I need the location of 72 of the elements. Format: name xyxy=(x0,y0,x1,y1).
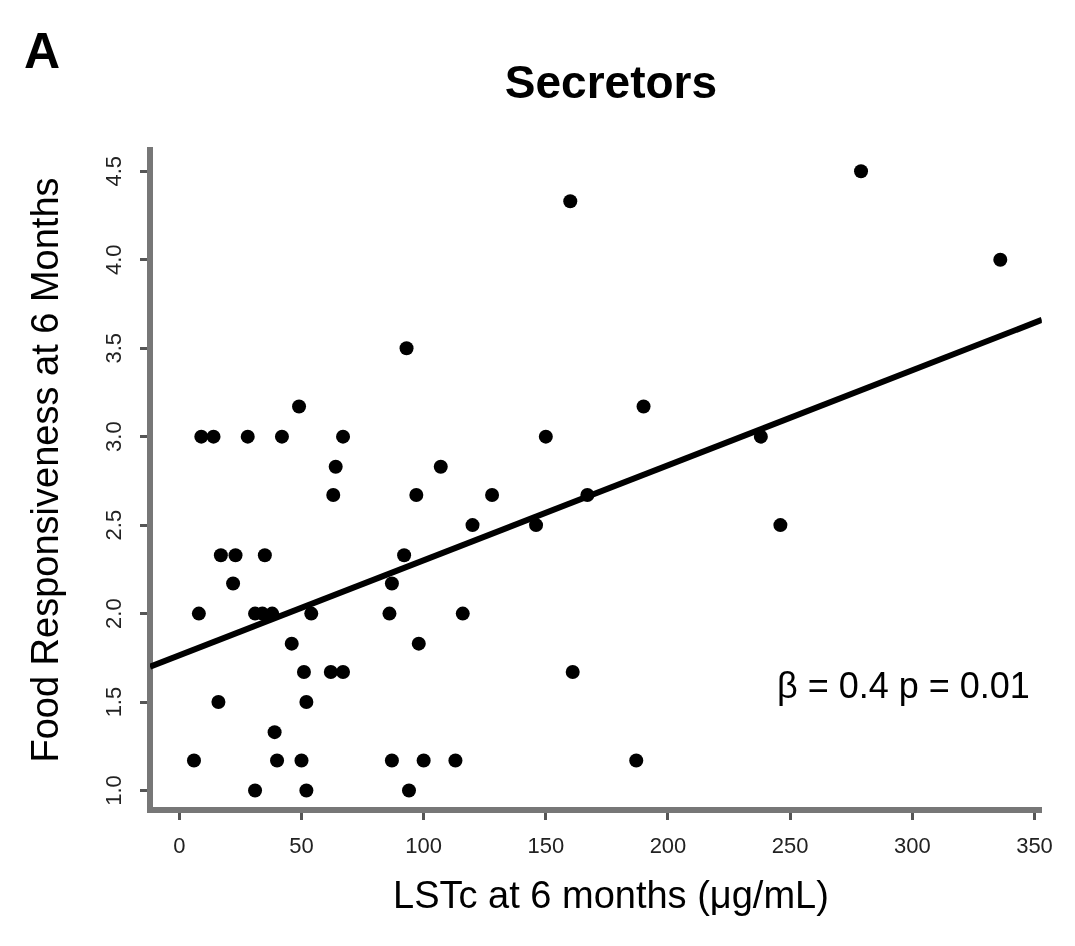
point xyxy=(485,488,500,503)
x-tick-label: 0 xyxy=(173,833,186,859)
x-tick-label: 350 xyxy=(1016,833,1053,859)
point xyxy=(248,783,263,798)
point xyxy=(636,399,651,414)
point xyxy=(211,695,226,710)
point xyxy=(753,429,768,444)
y-tick-label: 1.0 xyxy=(101,775,127,806)
point xyxy=(455,606,470,621)
point xyxy=(565,664,580,679)
point xyxy=(529,518,544,533)
text: A xyxy=(24,23,61,79)
x-tick-label: 200 xyxy=(649,833,687,859)
point xyxy=(402,783,416,798)
point xyxy=(397,548,412,563)
x-tick-label: 150 xyxy=(527,833,565,859)
point xyxy=(296,664,311,679)
point xyxy=(448,753,463,768)
point xyxy=(292,399,307,414)
point xyxy=(629,753,644,768)
y-tick-label: 3.5 xyxy=(101,332,127,364)
point xyxy=(323,664,338,679)
y-tick-label: 4.0 xyxy=(101,244,127,275)
point xyxy=(206,429,221,444)
point xyxy=(993,252,1008,267)
point xyxy=(433,459,448,474)
x-tick-label: 100 xyxy=(405,833,443,859)
point xyxy=(854,164,869,179)
point xyxy=(384,753,399,768)
point xyxy=(294,753,309,768)
point xyxy=(270,753,285,768)
x-tick-label: 250 xyxy=(771,833,809,859)
x-tick-label: 50 xyxy=(289,833,314,859)
point xyxy=(304,606,319,621)
y-tick-label: 4.5 xyxy=(101,155,127,187)
point xyxy=(399,341,414,356)
point xyxy=(299,695,314,710)
x-tick-label: 300 xyxy=(893,833,931,859)
y-tick-label: 3.0 xyxy=(101,421,127,452)
point xyxy=(257,548,272,563)
annotation: β = 0.4 p = 0.01 xyxy=(776,665,1030,706)
point xyxy=(773,518,788,533)
point xyxy=(411,636,426,651)
point xyxy=(409,488,424,503)
point xyxy=(226,576,241,591)
y-tick-label: 1.5 xyxy=(101,686,127,718)
point xyxy=(284,636,299,651)
y-tick-label: 2.5 xyxy=(101,509,127,541)
y-tick-label: 2.0 xyxy=(101,598,127,629)
chart-title: Secretors xyxy=(504,56,718,108)
y-axis-title: Food Responsiveness at 6 Months xyxy=(24,177,66,763)
point xyxy=(213,548,228,563)
point xyxy=(326,488,341,503)
point xyxy=(465,518,480,533)
x-axis-title: LSTc at 6 months (μg/mL) xyxy=(393,874,829,916)
point xyxy=(336,429,351,444)
point xyxy=(538,429,553,444)
point xyxy=(299,783,314,798)
point xyxy=(267,725,282,740)
point xyxy=(384,576,399,591)
point xyxy=(336,664,351,679)
point xyxy=(228,548,243,563)
point xyxy=(563,194,578,209)
point xyxy=(580,488,595,503)
point xyxy=(416,753,431,768)
point xyxy=(240,429,255,444)
point xyxy=(382,606,397,621)
point xyxy=(186,753,201,768)
point xyxy=(328,459,343,474)
point xyxy=(274,429,289,444)
point xyxy=(194,429,209,444)
point xyxy=(191,606,206,621)
